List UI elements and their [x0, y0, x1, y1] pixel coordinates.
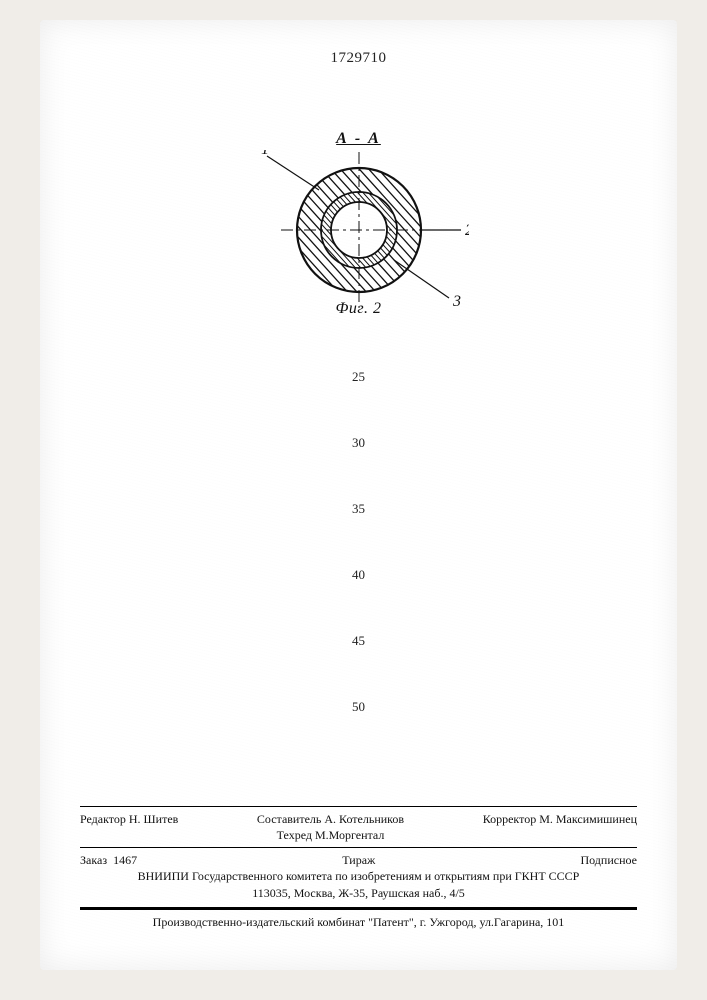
- printer-line: Производственно-издательский комбинат "П…: [80, 914, 637, 930]
- credits-row-2: Заказ 1467 Тираж Подписное: [80, 852, 637, 868]
- corrector: Корректор М. Максимишинец: [483, 811, 637, 843]
- patent-number: 1729710: [331, 50, 387, 67]
- svg-text:1: 1: [261, 150, 269, 158]
- line-number: 50: [339, 700, 379, 766]
- figure-caption: Фиг. 2: [336, 300, 382, 318]
- order-no: Заказ 1467: [80, 852, 137, 868]
- editor: Редактор Н. Шитев: [80, 811, 178, 843]
- imprint-block: Редактор Н. Шитев Составитель А. Котельн…: [80, 806, 637, 930]
- line-number-column: 253035404550: [339, 370, 379, 766]
- credits-row-1: Редактор Н. Шитев Составитель А. Котельн…: [80, 811, 637, 843]
- line-number: 40: [339, 568, 379, 634]
- compiler-tech: Составитель А. Котельников Техред М.Морг…: [186, 811, 474, 843]
- page: 1729710 А - А 1 2 3 Фиг. 2 253035404550 Ре…: [40, 20, 677, 970]
- rule: [80, 907, 637, 910]
- svg-text:2: 2: [465, 222, 469, 239]
- line-number: 35: [339, 502, 379, 568]
- rule: [80, 847, 637, 848]
- subscription: Подписное: [580, 852, 637, 868]
- svg-text:3: 3: [452, 293, 461, 310]
- line-number: 25: [339, 370, 379, 436]
- line-number: 45: [339, 634, 379, 700]
- org-address: ВНИИПИ Государственного комитета по изоб…: [80, 868, 637, 900]
- rule: [80, 806, 637, 807]
- print-run: Тираж: [342, 852, 375, 868]
- section-label: А - А: [336, 130, 381, 148]
- line-number: 30: [339, 436, 379, 502]
